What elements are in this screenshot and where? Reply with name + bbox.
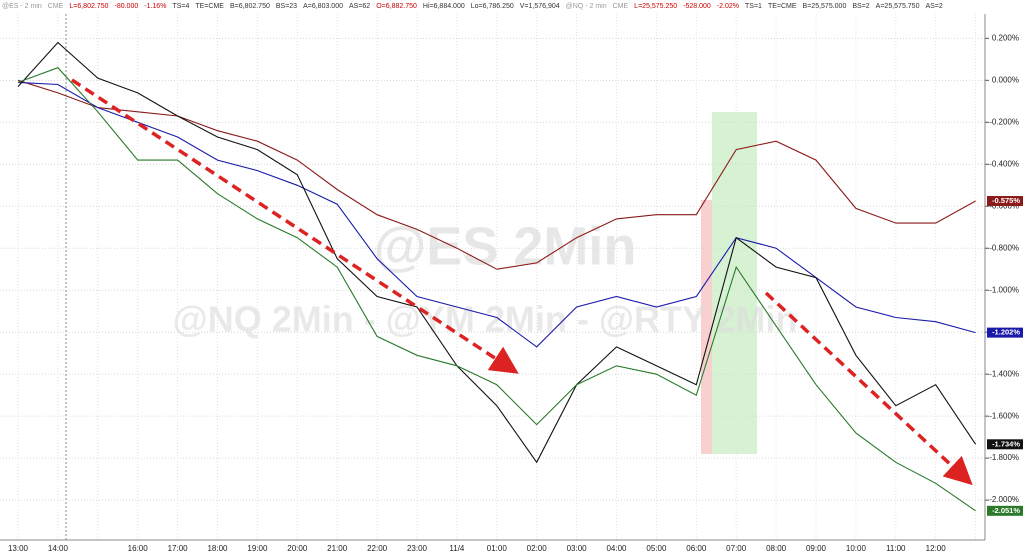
last-value-box bbox=[987, 439, 1023, 450]
watermark: @NQ 2Min - @YM 2Min - @RTY 2Min bbox=[173, 299, 798, 340]
watermark: @ES 2Min bbox=[374, 216, 637, 276]
x-tick-label: 11:00 bbox=[886, 544, 906, 553]
header-item: -1.16% bbox=[144, 3, 166, 10]
last-value-label: -0.575% bbox=[992, 196, 1020, 205]
y-tick-label: -0.800% bbox=[989, 243, 1019, 252]
x-tick-label: 14:00 bbox=[48, 544, 69, 553]
grid bbox=[0, 14, 985, 540]
series-line bbox=[17, 67, 976, 512]
header-item: AS=2 bbox=[925, 3, 942, 10]
red-highlight bbox=[701, 200, 712, 454]
x-tick-label: 22:00 bbox=[367, 544, 388, 553]
x-tick-label: 20:00 bbox=[287, 544, 308, 553]
x-tick-label: 01:00 bbox=[487, 544, 508, 553]
x-tick-label: 12:00 bbox=[926, 544, 947, 553]
header-item: V=1,576,904 bbox=[520, 3, 560, 10]
x-tick-label: 03:00 bbox=[567, 544, 588, 553]
y-tick-label: 0.200% bbox=[992, 33, 1019, 42]
x-tick-label: 04:00 bbox=[606, 544, 627, 553]
header-item: -2.02% bbox=[717, 3, 739, 10]
last-value-box bbox=[987, 196, 1023, 207]
header-item: AS=62 bbox=[349, 3, 370, 10]
header: @ES - 2 min CME L=6,802.750 -80.000 -1.16% TS… bbox=[2, 3, 943, 10]
header-item: TS=1 bbox=[745, 3, 762, 10]
green-highlight bbox=[712, 112, 757, 454]
header-item: TE=CME bbox=[195, 3, 224, 10]
header-item: CME bbox=[48, 3, 64, 10]
header-item: L=6,802.750 bbox=[69, 3, 108, 10]
header-item: L=25,575.250 bbox=[634, 3, 677, 10]
x-tick-label: 18:00 bbox=[207, 544, 228, 553]
x-tick-label: 19:00 bbox=[247, 544, 268, 553]
header-item: O=6,882.750 bbox=[376, 3, 417, 10]
header-item: A=6,803.000 bbox=[303, 3, 343, 10]
header-item: @ES - 2 min bbox=[2, 3, 42, 10]
y-tick-label: 0.000% bbox=[992, 75, 1019, 84]
header-item: @NQ - 2 min bbox=[566, 3, 607, 10]
header-item: TS=4 bbox=[172, 3, 189, 10]
y-tick-label: -1.600% bbox=[989, 411, 1019, 420]
y-tick-label: -1.400% bbox=[989, 369, 1019, 378]
header-item: CME bbox=[613, 3, 629, 10]
x-tick-label: 09:00 bbox=[806, 544, 827, 553]
header-item: A=25,575.750 bbox=[876, 3, 920, 10]
y-tick-label: -1.000% bbox=[989, 285, 1019, 294]
last-value-label: -1.734% bbox=[992, 439, 1020, 448]
x-tick-label: 06:00 bbox=[686, 544, 707, 553]
header-item: Hi=6,884.000 bbox=[423, 3, 465, 10]
x-tick-label: 11/4 bbox=[449, 544, 465, 553]
x-tick-label: 16:00 bbox=[128, 544, 149, 553]
y-tick-label: -2.000% bbox=[989, 495, 1019, 504]
y-tick-label: -0.200% bbox=[989, 117, 1019, 126]
last-value-label: -1.202% bbox=[992, 328, 1020, 337]
x-tick-label: 23:00 bbox=[407, 544, 428, 553]
x-tick-label: 07:00 bbox=[726, 544, 747, 553]
x-tick-label: 10:00 bbox=[846, 544, 867, 553]
header-item: BS=23 bbox=[276, 3, 297, 10]
last-value-box bbox=[987, 327, 1023, 338]
x-tick-label: 17:00 bbox=[168, 544, 189, 553]
header-item: B=6,802.750 bbox=[230, 3, 270, 10]
trend-arrow bbox=[764, 291, 973, 486]
x-tick-label: 21:00 bbox=[327, 544, 348, 553]
x-tick-label: 13:00 bbox=[8, 544, 29, 553]
x-tick-label: 02:00 bbox=[527, 544, 548, 553]
x-tick-label: 08:00 bbox=[766, 544, 787, 553]
header-item: Lo=6,786.250 bbox=[471, 3, 514, 10]
y-tick-label: -0.400% bbox=[989, 159, 1019, 168]
series-line bbox=[17, 41, 977, 464]
header-item: -528.000 bbox=[683, 3, 711, 10]
header-item: BS=2 bbox=[852, 3, 869, 10]
header-item: B=25,575.000 bbox=[803, 3, 847, 10]
x-tick-label: 05:00 bbox=[646, 544, 667, 553]
axis: 0.200%0.000%-0.200%-0.400%-0.600%-0.800%… bbox=[0, 14, 1023, 553]
lines bbox=[17, 41, 977, 512]
header-item: TE=CME bbox=[768, 3, 797, 10]
last-value-box bbox=[987, 505, 1023, 516]
header-item: -80.000 bbox=[114, 3, 138, 10]
trend-arrow bbox=[71, 78, 519, 374]
y-tick-label: -1.800% bbox=[989, 453, 1019, 462]
last-value-label: -2.051% bbox=[992, 506, 1020, 515]
